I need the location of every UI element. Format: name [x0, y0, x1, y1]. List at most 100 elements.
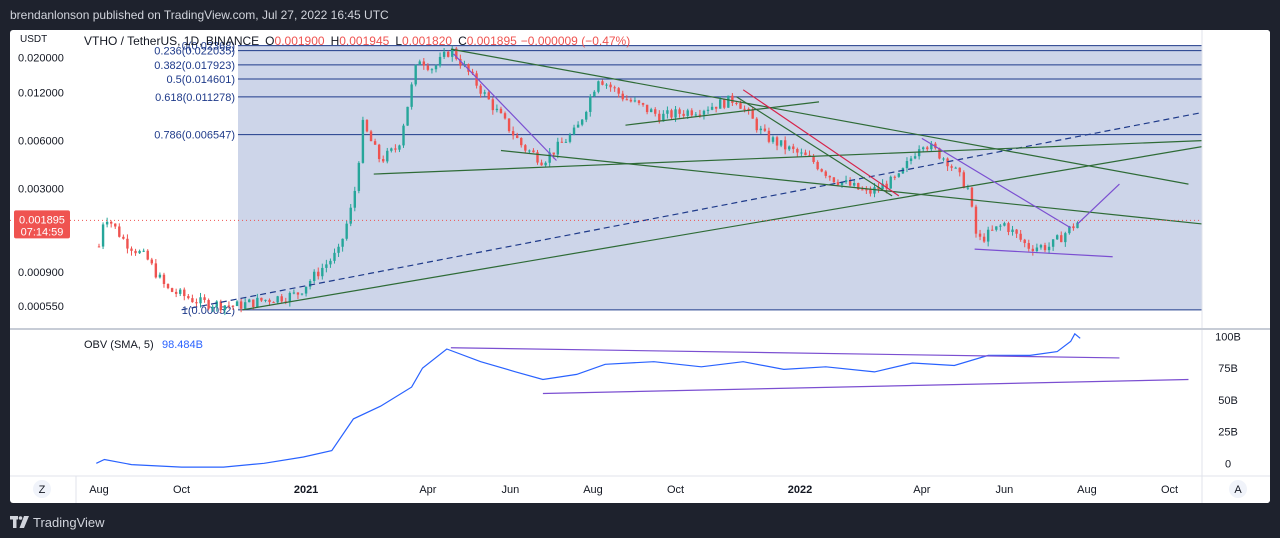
- candle-body: [589, 96, 592, 112]
- candle-body: [507, 118, 511, 132]
- candle-body: [962, 172, 966, 188]
- trendline-blue-dashed[interactable]: [181, 111, 1203, 311]
- candle-body: [390, 148, 393, 151]
- candle-body: [820, 169, 823, 172]
- candle-body: [670, 110, 673, 118]
- candle-body: [321, 267, 324, 277]
- candle-body: [479, 85, 482, 94]
- candle-body: [727, 95, 730, 108]
- chart-svg[interactable]: 0(0.02368)0.236(0.022035) 0.382(0.017923)…: [10, 30, 1270, 503]
- candle-body: [430, 69, 434, 71]
- candle-body: [487, 92, 490, 100]
- auto-scale-button-bg[interactable]: [1229, 480, 1247, 498]
- tradingview-logo[interactable]: TradingView: [10, 514, 130, 534]
- candle-body: [345, 223, 348, 239]
- candle-body: [1064, 233, 1067, 243]
- candle-body: [231, 305, 235, 307]
- candle-body: [763, 128, 767, 131]
- candle-body: [568, 134, 572, 142]
- ohlc-key: H: [331, 34, 340, 48]
- obv-trendline[interactable]: [450, 347, 1120, 359]
- symbol-legend: VTHO / TetherUS, 1D, BINANCE O0.001900 H0.…: [84, 34, 630, 48]
- candle-body: [142, 250, 145, 252]
- symbol-name[interactable]: VTHO / TetherUS, 1D, BINANCE: [84, 34, 259, 48]
- candle-body: [649, 109, 653, 113]
- candle-body: [621, 93, 624, 100]
- candle-body: [243, 302, 247, 309]
- candle-body: [122, 236, 125, 239]
- candle-body: [873, 187, 876, 194]
- candle-body: [503, 113, 507, 119]
- candle-body: [1055, 235, 1059, 240]
- candle-body: [219, 301, 223, 311]
- tradingview-logo-icon: [10, 516, 29, 528]
- obv-pane[interactable]: [96, 332, 1189, 468]
- candle-body: [528, 150, 531, 152]
- candle-body: [788, 146, 791, 150]
- candle-body: [114, 223, 117, 227]
- fib-retracement-zone[interactable]: [238, 45, 1202, 310]
- trendline-green[interactable]: [736, 96, 893, 197]
- bar-countdown: 07:14:59: [21, 226, 64, 238]
- candle-body: [292, 292, 296, 294]
- candle-body: [848, 180, 852, 186]
- candle-body: [710, 106, 714, 110]
- candle-body: [938, 148, 941, 159]
- candle-body: [690, 110, 693, 116]
- candle-body: [674, 109, 677, 118]
- trendline-green[interactable]: [450, 48, 1189, 185]
- trendline-red[interactable]: [742, 89, 900, 197]
- zoom-button[interactable]: Z: [39, 484, 46, 496]
- candle-body: [130, 248, 133, 251]
- trendline-green[interactable]: [373, 140, 1203, 175]
- candle-body: [926, 147, 929, 150]
- publish-line: brendanlonson published on TradingView.c…: [10, 8, 389, 22]
- candle-body: [723, 99, 726, 108]
- candle-body: [511, 131, 515, 136]
- candle-body: [739, 103, 742, 109]
- candle-body: [215, 301, 218, 307]
- candle-body: [755, 118, 758, 131]
- trendline-purple[interactable]: [974, 248, 1113, 258]
- candle-body: [174, 291, 178, 294]
- candle-body: [1019, 233, 1022, 240]
- candle-body: [264, 299, 267, 301]
- trendline-purple[interactable]: [1077, 183, 1120, 225]
- trendline-green[interactable]: [500, 149, 1203, 225]
- candle-body: [540, 162, 543, 166]
- candle-body: [361, 119, 365, 163]
- candle-body: [442, 51, 446, 57]
- price-pane[interactable]: 0(0.02368)0.236(0.022035) 0.382(0.017923)…: [10, 41, 1203, 317]
- candle-body: [564, 141, 568, 143]
- candle-body: [694, 114, 698, 116]
- candle-body: [771, 137, 775, 142]
- candle-body: [203, 297, 206, 301]
- trendline-green[interactable]: [625, 101, 820, 126]
- candle-body: [1015, 229, 1018, 234]
- candle-body: [471, 71, 474, 74]
- candle-body: [272, 302, 275, 304]
- candle-body: [451, 48, 454, 57]
- trendline-green[interactable]: [242, 146, 1203, 311]
- candle-body: [678, 109, 681, 114]
- candle-body: [617, 88, 620, 94]
- candle-body: [1007, 223, 1010, 232]
- obv-line[interactable]: [96, 332, 1081, 468]
- candle-body: [702, 110, 706, 115]
- auto-scale-button[interactable]: A: [1234, 484, 1242, 496]
- price-scale-background: [1202, 30, 1270, 503]
- candle-body: [609, 84, 612, 88]
- candle-body: [373, 141, 377, 145]
- candle-body: [483, 92, 486, 94]
- time-tick: Apr: [913, 484, 930, 496]
- trendline-purple[interactable]: [921, 137, 1072, 229]
- obv-trendline[interactable]: [542, 378, 1189, 395]
- zoom-button-bg[interactable]: [33, 480, 51, 498]
- candle-body: [991, 229, 994, 231]
- candle-body: [792, 146, 795, 150]
- candle-body: [942, 158, 945, 160]
- time-tick: Oct: [667, 484, 684, 496]
- candle-body: [645, 104, 649, 113]
- axes: 0.020000 0.012000 0.006000 0.003000 0.000900…: [10, 30, 1270, 503]
- trendline-purple[interactable]: [453, 53, 557, 161]
